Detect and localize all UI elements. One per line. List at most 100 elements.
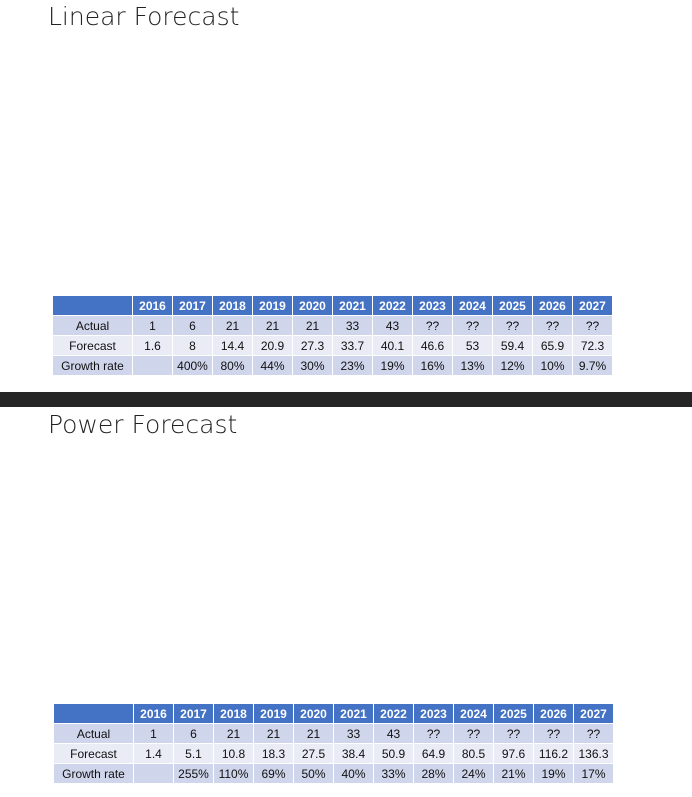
table-cell: 2016 — [133, 296, 173, 316]
table-cell: 16% — [413, 356, 453, 376]
separator — [0, 392, 692, 407]
table-cell: 2020 — [294, 704, 334, 724]
table-cell: 116.2 — [534, 744, 574, 764]
table-cell: 14.4 — [213, 336, 253, 356]
table-cell: 21 — [294, 724, 334, 744]
table-cell: ?? — [493, 316, 533, 336]
table-cell: ?? — [414, 724, 454, 744]
table-cell: 136.3 — [574, 744, 614, 764]
table: 2016 2017 2018 2019 2020 2021 2022 2023 2024 2025… — [53, 296, 613, 376]
table-cell: 23% — [333, 356, 373, 376]
table-cell: 38.4 — [334, 744, 374, 764]
table-cell: 2026 — [533, 296, 573, 316]
table-cell: 400% — [173, 356, 213, 376]
table-cell: 80% — [213, 356, 253, 376]
table-cell: 2017 — [173, 296, 213, 316]
table-cell: 8 — [173, 336, 213, 356]
table-cell: 69% — [254, 764, 294, 784]
table-cell: 2021 — [334, 704, 374, 724]
table-cell: 65.9 — [533, 336, 573, 356]
table-cell: 24% — [454, 764, 494, 784]
table-cell: 50% — [294, 764, 334, 784]
table-cell: 2023 — [414, 704, 454, 724]
table-cell: 50.9 — [374, 744, 414, 764]
table-cell: 1 — [134, 724, 174, 744]
table-cell: ?? — [454, 724, 494, 744]
table-cell: 43 — [374, 724, 414, 744]
table-cell: 19% — [373, 356, 413, 376]
table-cell: ?? — [453, 316, 493, 336]
table-cell: 44% — [253, 356, 293, 376]
table-cell: 21 — [293, 316, 333, 336]
table-cell: ?? — [494, 724, 534, 744]
table-cell: 9.7% — [573, 356, 613, 376]
table-cell: 2018 — [213, 296, 253, 316]
table-cell: 33% — [374, 764, 414, 784]
table-cell: 59.4 — [493, 336, 533, 356]
table-cell: Growth rate — [53, 356, 133, 376]
section-heading: Power Forecast — [48, 410, 238, 439]
table-cell: 64.9 — [414, 744, 454, 764]
table-cell — [133, 356, 173, 376]
table-cell: ?? — [413, 316, 453, 336]
table-cell: 13% — [453, 356, 493, 376]
table-cell: Actual — [54, 724, 134, 744]
table-cell: ?? — [534, 724, 574, 744]
table-cell: 21 — [254, 724, 294, 744]
table-cell: 2020 — [293, 296, 333, 316]
table-cell: 33.7 — [333, 336, 373, 356]
table-cell: 6 — [173, 316, 213, 336]
table-cell: 1.6 — [133, 336, 173, 356]
table-cell: 2018 — [214, 704, 254, 724]
table-cell: 1.4 — [134, 744, 174, 764]
table-cell: 17% — [574, 764, 614, 784]
table-cell: 21 — [214, 724, 254, 744]
table-cell: 2024 — [453, 296, 493, 316]
table-cell: 33 — [334, 724, 374, 744]
section-heading: Linear Forecast — [48, 2, 240, 31]
table-cell: 2023 — [413, 296, 453, 316]
table-cell — [53, 296, 133, 316]
table-cell: Forecast — [54, 744, 134, 764]
table-cell: 40.1 — [373, 336, 413, 356]
table-cell: 5.1 — [174, 744, 214, 764]
table-cell: 2021 — [333, 296, 373, 316]
table: 2016 2017 2018 2019 2020 2021 2022 2023 2024 2025… — [54, 704, 614, 784]
table-cell: 21 — [213, 316, 253, 336]
table-cell: 6 — [174, 724, 214, 744]
table-cell: 2019 — [254, 704, 294, 724]
table-cell: 30% — [293, 356, 333, 376]
table-cell: ?? — [574, 724, 614, 744]
table-cell: 2027 — [573, 296, 613, 316]
table-cell: 2022 — [374, 704, 414, 724]
table-cell: 1 — [133, 316, 173, 336]
table-cell: 10% — [533, 356, 573, 376]
table-cell: 2027 — [574, 704, 614, 724]
table-cell: 18.3 — [254, 744, 294, 764]
table-cell: 97.6 — [494, 744, 534, 764]
table-cell: 20.9 — [253, 336, 293, 356]
chart — [0, 445, 692, 695]
table-cell: 10.8 — [214, 744, 254, 764]
table-cell: 46.6 — [413, 336, 453, 356]
table-cell: Growth rate — [54, 764, 134, 784]
table-cell — [134, 764, 174, 784]
table-cell: 2025 — [493, 296, 533, 316]
table-cell: Forecast — [53, 336, 133, 356]
table-cell: 21 — [253, 316, 293, 336]
table-cell: 21% — [494, 764, 534, 784]
table-cell: 28% — [414, 764, 454, 784]
table-cell: 2019 — [253, 296, 293, 316]
table-cell: 72.3 — [573, 336, 613, 356]
table-cell: 27.3 — [293, 336, 333, 356]
table-cell: 40% — [334, 764, 374, 784]
table-cell: 2016 — [134, 704, 174, 724]
table-cell — [54, 704, 134, 724]
table-cell: ?? — [533, 316, 573, 336]
chart — [0, 35, 692, 285]
table-cell: 2017 — [174, 704, 214, 724]
table-cell: 19% — [534, 764, 574, 784]
table-cell: 33 — [333, 316, 373, 336]
table-cell: 2024 — [454, 704, 494, 724]
